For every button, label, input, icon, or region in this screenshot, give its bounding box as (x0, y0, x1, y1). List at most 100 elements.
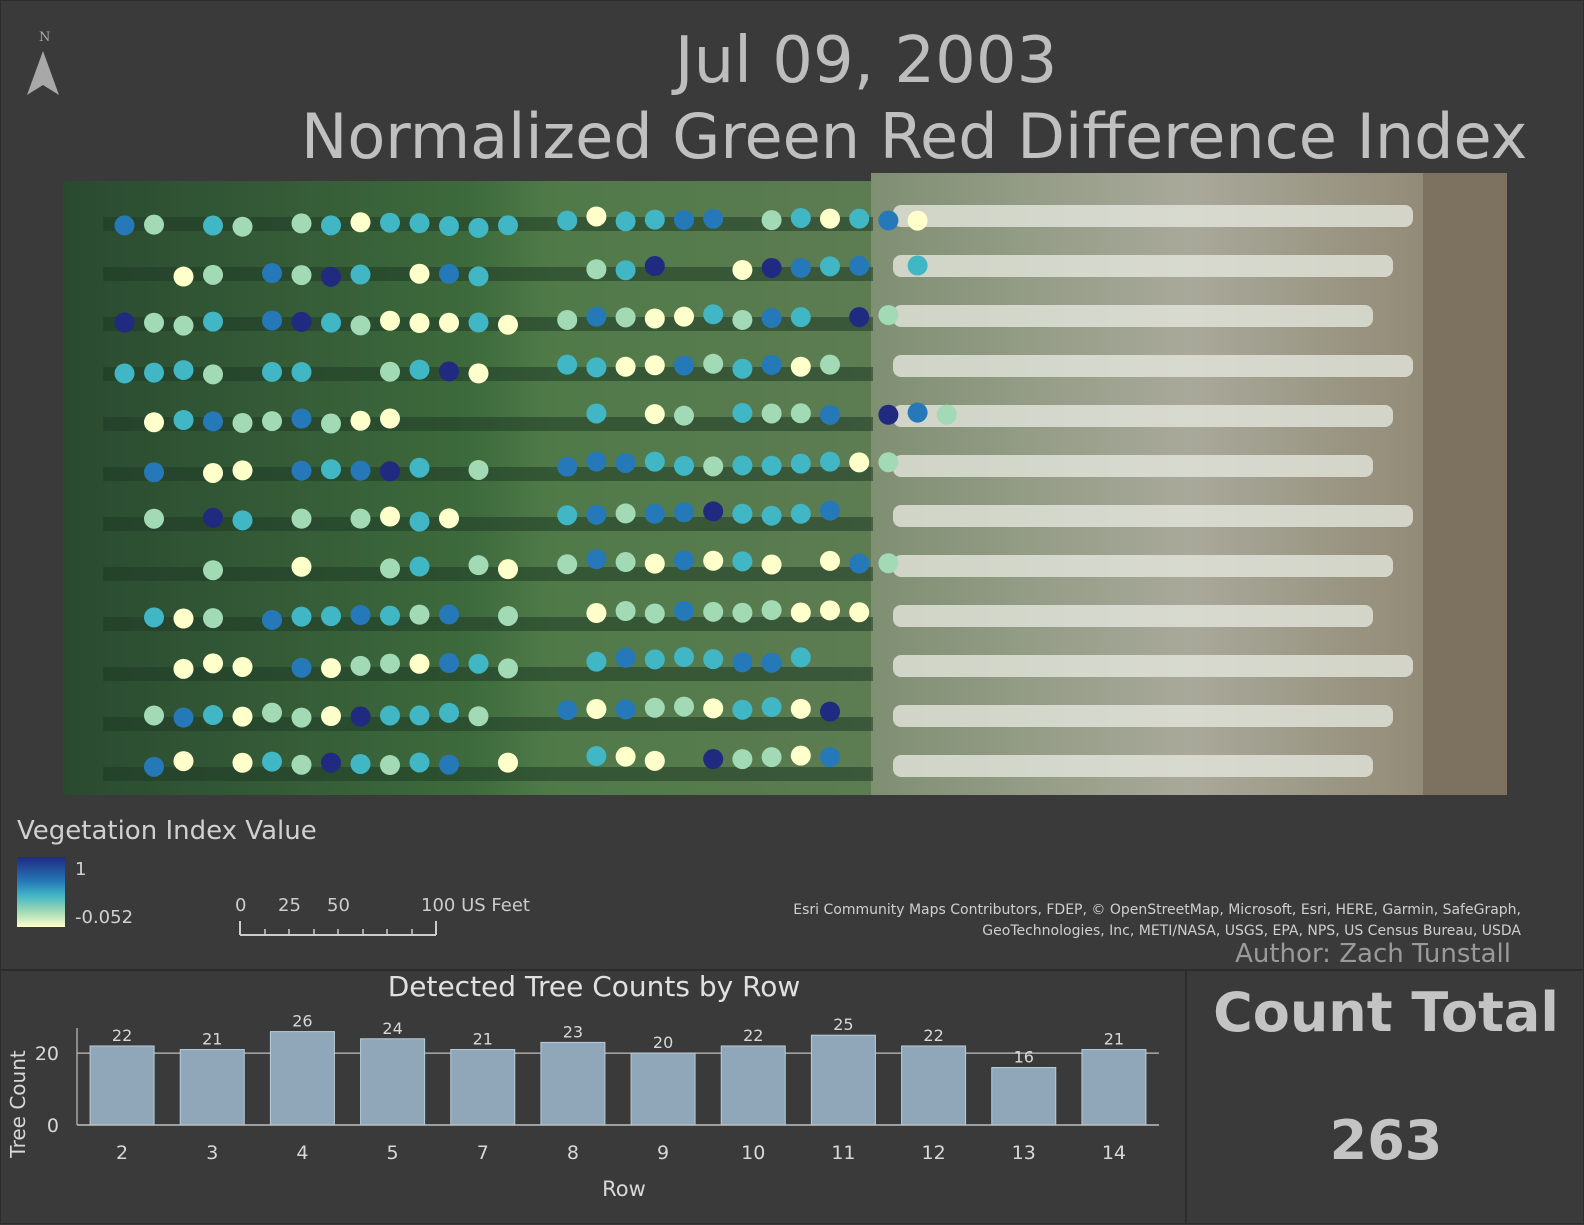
tree-marker[interactable] (144, 214, 164, 235)
tree-marker[interactable] (232, 216, 253, 237)
tree-marker[interactable] (907, 210, 928, 231)
tree-marker[interactable] (644, 404, 665, 425)
bar-row-14[interactable] (1081, 1049, 1147, 1126)
tree-marker[interactable] (790, 647, 811, 668)
tree-marker[interactable] (703, 456, 724, 477)
tree-marker[interactable] (350, 508, 371, 529)
tree-marker[interactable] (703, 749, 724, 770)
tree-marker[interactable] (468, 653, 489, 674)
tree-marker[interactable] (790, 403, 811, 424)
tree-marker[interactable] (644, 451, 665, 472)
tree-marker[interactable] (380, 605, 400, 626)
tree-marker[interactable] (615, 552, 636, 573)
bar-row-10[interactable] (720, 1045, 786, 1126)
tree-marker[interactable] (615, 699, 636, 720)
tree-marker[interactable] (732, 309, 753, 330)
tree-marker[interactable] (586, 746, 607, 767)
tree-marker[interactable] (615, 647, 636, 668)
tree-marker[interactable] (173, 410, 194, 431)
tree-marker[interactable] (380, 461, 400, 482)
tree-marker[interactable] (761, 403, 782, 424)
tree-marker[interactable] (820, 500, 840, 521)
tree-marker[interactable] (291, 707, 312, 728)
tree-marker[interactable] (674, 405, 694, 426)
tree-marker[interactable] (291, 213, 312, 234)
tree-marker[interactable] (380, 653, 400, 674)
tree-marker[interactable] (615, 503, 636, 524)
tree-marker[interactable] (203, 705, 223, 726)
tree-marker[interactable] (615, 746, 636, 767)
tree-marker[interactable] (321, 658, 341, 679)
tree-marker[interactable] (321, 413, 341, 434)
tree-marker[interactable] (557, 505, 578, 526)
tree-marker[interactable] (409, 705, 430, 726)
tree-marker[interactable] (291, 460, 312, 481)
tree-marker[interactable] (498, 658, 518, 679)
tree-marker[interactable] (498, 559, 518, 580)
tree-marker[interactable] (586, 451, 607, 472)
tree-marker[interactable] (615, 601, 636, 622)
tree-marker[interactable] (790, 453, 811, 474)
tree-marker[interactable] (144, 362, 164, 383)
tree-marker[interactable] (761, 308, 782, 329)
tree-marker[interactable] (291, 556, 312, 577)
tree-marker[interactable] (291, 408, 312, 429)
tree-marker[interactable] (761, 505, 782, 526)
tree-marker[interactable] (644, 355, 665, 376)
tree-marker[interactable] (557, 456, 578, 477)
tree-marker[interactable] (644, 503, 665, 524)
tree-marker[interactable] (674, 647, 694, 668)
tree-marker[interactable] (557, 210, 578, 231)
tree-marker[interactable] (849, 307, 870, 328)
tree-marker[interactable] (849, 255, 870, 276)
tree-marker[interactable] (173, 751, 194, 772)
tree-marker[interactable] (262, 361, 282, 382)
bar-row-9[interactable] (630, 1052, 696, 1126)
tree-marker[interactable] (820, 354, 840, 375)
tree-marker[interactable] (703, 501, 724, 522)
tree-marker[interactable] (644, 553, 665, 574)
tree-marker[interactable] (586, 403, 607, 424)
tree-marker[interactable] (203, 215, 223, 236)
tree-marker[interactable] (203, 364, 223, 385)
tree-marker[interactable] (498, 314, 518, 335)
tree-marker[interactable] (380, 755, 400, 776)
tree-marker[interactable] (849, 602, 870, 623)
tree-marker[interactable] (615, 211, 636, 232)
tree-marker[interactable] (203, 608, 223, 629)
tree-marker[interactable] (468, 363, 489, 384)
tree-marker[interactable] (380, 408, 400, 429)
tree-marker[interactable] (674, 306, 694, 327)
tree-marker[interactable] (232, 460, 253, 481)
bar-row-7[interactable] (450, 1049, 516, 1126)
tree-marker[interactable] (498, 752, 518, 773)
tree-marker[interactable] (350, 604, 371, 625)
tree-marker[interactable] (173, 707, 194, 728)
tree-marker[interactable] (557, 309, 578, 330)
tree-marker[interactable] (586, 504, 607, 525)
tree-marker[interactable] (380, 705, 400, 726)
bar-row-13[interactable] (991, 1067, 1057, 1126)
tree-marker[interactable] (644, 209, 665, 230)
tree-marker[interactable] (674, 600, 694, 621)
tree-marker[interactable] (232, 510, 253, 531)
tree-marker[interactable] (761, 354, 782, 375)
tree-marker[interactable] (321, 706, 341, 727)
tree-marker[interactable] (907, 402, 928, 423)
tree-marker[interactable] (557, 354, 578, 375)
tree-marker[interactable] (761, 600, 782, 621)
tree-marker[interactable] (380, 212, 400, 233)
tree-marker[interactable] (350, 315, 371, 336)
tree-marker[interactable] (732, 602, 753, 623)
bar-row-2[interactable] (89, 1045, 155, 1126)
tree-marker[interactable] (291, 606, 312, 627)
tree-marker[interactable] (409, 263, 430, 284)
tree-marker[interactable] (144, 312, 164, 333)
tree-marker[interactable] (439, 653, 459, 674)
tree-marker[interactable] (732, 551, 753, 572)
tree-marker[interactable] (820, 256, 840, 277)
tree-marker[interactable] (409, 359, 430, 380)
tree-marker[interactable] (761, 210, 782, 231)
tree-marker[interactable] (820, 451, 840, 472)
tree-marker[interactable] (262, 751, 282, 772)
